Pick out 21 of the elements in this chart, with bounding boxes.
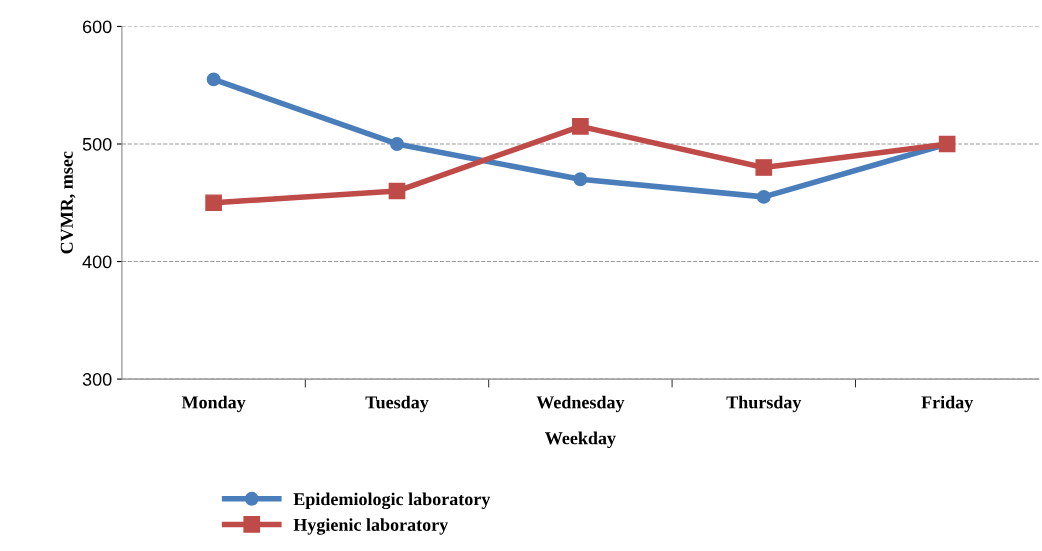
point	[388, 182, 406, 200]
legend-label: Epidemiologic laboratory	[293, 492, 491, 510]
x-tick-label: Thursday	[726, 395, 802, 413]
x-tick-label: Tuesday	[365, 395, 429, 413]
point	[205, 194, 222, 212]
legend-label: Hygienic laboratory	[293, 518, 449, 535]
point	[573, 172, 588, 187]
y-tick-label: 300	[82, 373, 112, 386]
point	[206, 72, 221, 87]
point	[755, 159, 773, 176]
y-tick-label: 600	[82, 20, 112, 34]
y-tick-label: 500	[82, 137, 112, 151]
x-tick-label: Monday	[181, 395, 246, 413]
point	[390, 137, 404, 151]
x-tick-label: Wednesday	[536, 395, 625, 413]
y-axis-title: CVMR, msec	[60, 151, 76, 254]
x-axis-title: Weekday	[545, 431, 616, 449]
y-tick-label: 400	[82, 255, 112, 269]
x-tick-label: Friday	[921, 395, 974, 413]
point	[756, 189, 771, 204]
point	[572, 118, 589, 135]
